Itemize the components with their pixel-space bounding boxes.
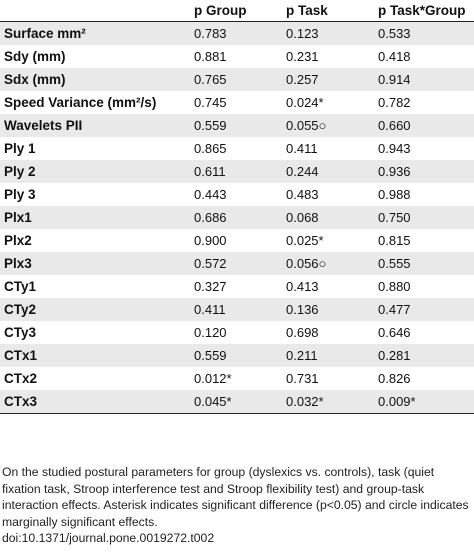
- row-label: Plx1: [0, 206, 190, 229]
- cell-p-task: 0.411: [282, 137, 374, 160]
- cell-p-task-group: 0.914: [374, 68, 474, 91]
- cell-p-task: 0.055○: [282, 114, 374, 137]
- cell-p-task-group: 0.782: [374, 91, 474, 114]
- table-row: Sdx (mm) 0.765 0.257 0.914: [0, 68, 474, 91]
- cell-p-group: 0.686: [190, 206, 282, 229]
- row-label: Sdx (mm): [0, 68, 190, 91]
- cell-p-group: 0.559: [190, 344, 282, 367]
- row-label: Surface mm²: [0, 21, 190, 45]
- table-row: Sdy (mm) 0.881 0.231 0.418: [0, 45, 474, 68]
- header-p-task-group: p Task*Group: [374, 0, 474, 22]
- table-row: CTy2 0.411 0.136 0.477: [0, 298, 474, 321]
- cell-p-task: 0.211: [282, 344, 374, 367]
- cell-p-group: 0.611: [190, 160, 282, 183]
- cell-p-task-group: 0.646: [374, 321, 474, 344]
- cell-p-group: 0.120: [190, 321, 282, 344]
- cell-p-task-group: 0.988: [374, 183, 474, 206]
- table-row: CTy3 0.120 0.698 0.646: [0, 321, 474, 344]
- table-row: Ply 3 0.443 0.483 0.988: [0, 183, 474, 206]
- cell-p-task-group: 0.936: [374, 160, 474, 183]
- header-parameter: [0, 0, 190, 22]
- cell-p-task: 0.413: [282, 275, 374, 298]
- table-body: Surface mm² 0.783 0.123 0.533 Sdy (mm) 0.881 0…: [0, 21, 474, 414]
- cell-p-task: 0.068: [282, 206, 374, 229]
- row-label: Plx3: [0, 252, 190, 275]
- table-row: CTx2 0.012* 0.731 0.826: [0, 367, 474, 390]
- cell-p-task-group: 0.477: [374, 298, 474, 321]
- cell-p-group: 0.572: [190, 252, 282, 275]
- cell-p-task: 0.731: [282, 367, 374, 390]
- cell-p-task-group: 0.660: [374, 114, 474, 137]
- cell-p-task: 0.056○: [282, 252, 374, 275]
- cell-p-group: 0.012*: [190, 367, 282, 390]
- row-label: CTx2: [0, 367, 190, 390]
- row-label: Wavelets PII: [0, 114, 190, 137]
- row-label: CTx3: [0, 390, 190, 414]
- cell-p-task: 0.483: [282, 183, 374, 206]
- table-row: CTy1 0.327 0.413 0.880: [0, 275, 474, 298]
- table-row: Surface mm² 0.783 0.123 0.533: [0, 21, 474, 45]
- row-label: CTy1: [0, 275, 190, 298]
- doi-text: doi:10.1371/journal.pone.0019272.t002: [2, 531, 215, 545]
- cell-p-task: 0.025*: [282, 229, 374, 252]
- cell-p-group: 0.881: [190, 45, 282, 68]
- table-row: Speed Variance (mm²/s) 0.745 0.024* 0.782: [0, 91, 474, 114]
- cell-p-task-group: 0.281: [374, 344, 474, 367]
- table-row: Plx3 0.572 0.056○ 0.555: [0, 252, 474, 275]
- header-row: p Group p Task p Task*Group: [0, 0, 474, 22]
- cell-p-task-group: 0.750: [374, 206, 474, 229]
- cell-p-task-group: 0.943: [374, 137, 474, 160]
- cell-p-task: 0.244: [282, 160, 374, 183]
- results-table: p Group p Task p Task*Group Surface mm² 0…: [0, 0, 474, 414]
- cell-p-group: 0.783: [190, 21, 282, 45]
- table-row: Wavelets PII 0.559 0.055○ 0.660: [0, 114, 474, 137]
- table-row: Ply 1 0.865 0.411 0.943: [0, 137, 474, 160]
- table-row: Plx1 0.686 0.068 0.750: [0, 206, 474, 229]
- row-label: CTy2: [0, 298, 190, 321]
- row-label: Ply 3: [0, 183, 190, 206]
- cell-p-group: 0.559: [190, 114, 282, 137]
- cell-p-group: 0.327: [190, 275, 282, 298]
- cell-p-group: 0.745: [190, 91, 282, 114]
- cell-p-group: 0.865: [190, 137, 282, 160]
- header-p-task: p Task: [282, 0, 374, 22]
- cell-p-task: 0.136: [282, 298, 374, 321]
- cell-p-task-group: 0.418: [374, 45, 474, 68]
- table-row: Ply 2 0.611 0.244 0.936: [0, 160, 474, 183]
- row-label: CTx1: [0, 344, 190, 367]
- cell-p-group: 0.045*: [190, 390, 282, 414]
- row-label: Ply 2: [0, 160, 190, 183]
- table-row: Plx2 0.900 0.025* 0.815: [0, 229, 474, 252]
- table-footnote: On the studied postural parameters for g…: [2, 464, 472, 547]
- row-label: Sdy (mm): [0, 45, 190, 68]
- footnote-text: On the studied postural parameters for g…: [2, 465, 469, 529]
- cell-p-task: 0.698: [282, 321, 374, 344]
- row-label: Ply 1: [0, 137, 190, 160]
- cell-p-task: 0.123: [282, 21, 374, 45]
- row-label: Plx2: [0, 229, 190, 252]
- cell-p-task-group: 0.880: [374, 275, 474, 298]
- cell-p-task: 0.231: [282, 45, 374, 68]
- cell-p-task-group: 0.815: [374, 229, 474, 252]
- table-row: CTx1 0.559 0.211 0.281: [0, 344, 474, 367]
- cell-p-task: 0.257: [282, 68, 374, 91]
- cell-p-task-group: 0.826: [374, 367, 474, 390]
- header-p-group: p Group: [190, 0, 282, 22]
- cell-p-group: 0.443: [190, 183, 282, 206]
- cell-p-task: 0.032*: [282, 390, 374, 414]
- cell-p-task-group: 0.533: [374, 21, 474, 45]
- cell-p-task: 0.024*: [282, 91, 374, 114]
- cell-p-task-group: 0.009*: [374, 390, 474, 414]
- cell-p-group: 0.900: [190, 229, 282, 252]
- cell-p-group: 0.765: [190, 68, 282, 91]
- table-row: CTx3 0.045* 0.032* 0.009*: [0, 390, 474, 414]
- cell-p-group: 0.411: [190, 298, 282, 321]
- row-label: CTy3: [0, 321, 190, 344]
- row-label: Speed Variance (mm²/s): [0, 91, 190, 114]
- cell-p-task-group: 0.555: [374, 252, 474, 275]
